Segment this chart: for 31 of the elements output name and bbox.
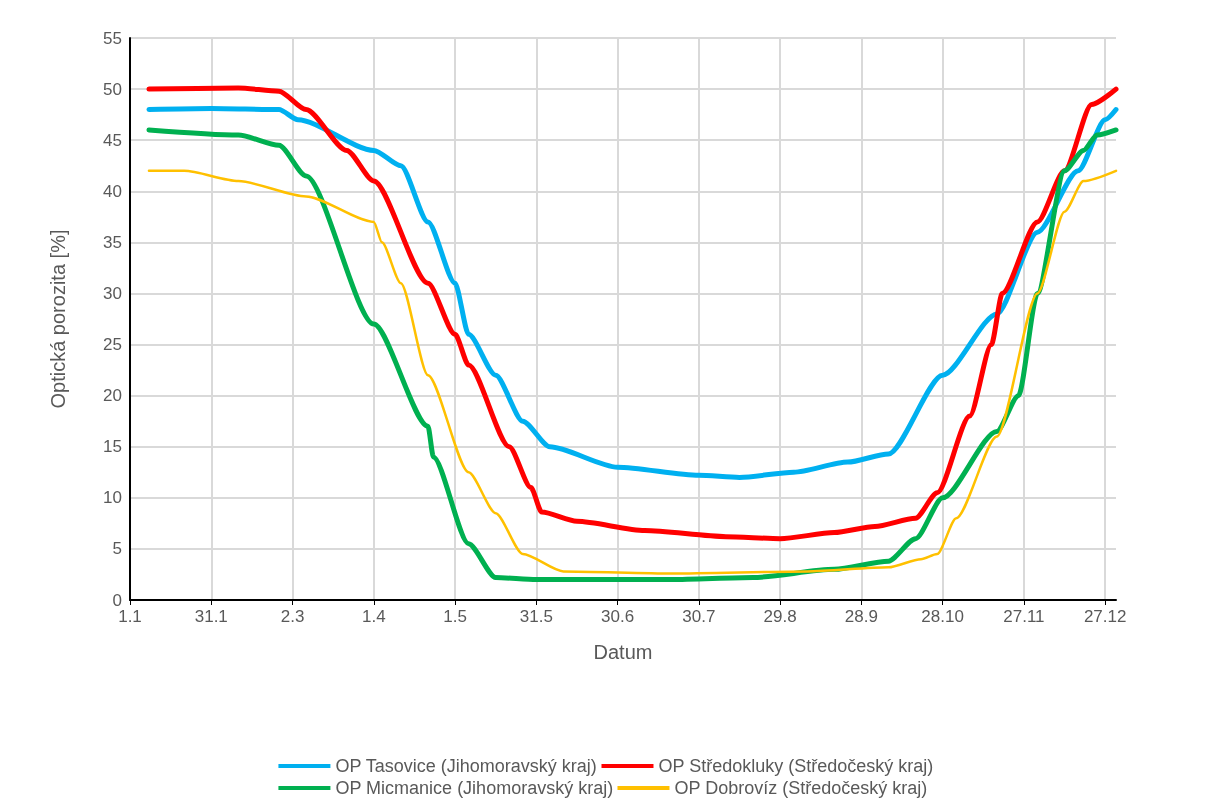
y-tick-label: 45 xyxy=(103,130,122,150)
x-tick-label: 31.5 xyxy=(519,607,553,626)
y-tick-label: 15 xyxy=(103,437,122,457)
x-tick-label: 30.6 xyxy=(601,607,635,626)
x-tick-label: 1.4 xyxy=(361,607,386,626)
y-tick-label: 10 xyxy=(103,488,122,508)
x-tick-label: 30.7 xyxy=(682,607,716,626)
y-tick-label: 50 xyxy=(103,79,122,99)
x-tick-label: 31.1 xyxy=(194,607,228,626)
x-tick-label: 2.3 xyxy=(280,607,305,626)
x-axis-title: Datum xyxy=(593,641,653,663)
x-tick-label: 27.11 xyxy=(1003,607,1045,626)
x-tick-label: 27.12 xyxy=(1083,607,1127,626)
legend-label: OP Dobrovíz (Středočeský kraj) xyxy=(674,778,928,798)
y-axis-title: Optická porozita [%] xyxy=(47,229,69,409)
x-tick-label: 1.5 xyxy=(443,607,467,626)
x-tick-label: 1.1 xyxy=(118,607,142,626)
y-tick-label: 55 xyxy=(103,28,122,48)
x-tick-label: 29.8 xyxy=(763,607,797,626)
x-tick-label: 28.10 xyxy=(921,607,964,626)
y-tick-label: 25 xyxy=(103,335,122,355)
x-tick-label: 28.9 xyxy=(844,607,878,626)
y-tick-label: 20 xyxy=(103,386,122,406)
y-tick-label: 0 xyxy=(112,590,122,610)
y-tick-label: 35 xyxy=(103,232,122,252)
y-tick-label: 40 xyxy=(103,181,122,201)
y-tick-label: 30 xyxy=(103,283,122,303)
legend-label: OP Středokluky (Středočeský kraj) xyxy=(658,756,934,776)
legend-label: OP Micmanice (Jihomoravský kraj) xyxy=(335,778,614,798)
legend-label: OP Tasovice (Jihomoravský kraj) xyxy=(335,756,597,776)
y-tick-label: 5 xyxy=(112,539,122,559)
